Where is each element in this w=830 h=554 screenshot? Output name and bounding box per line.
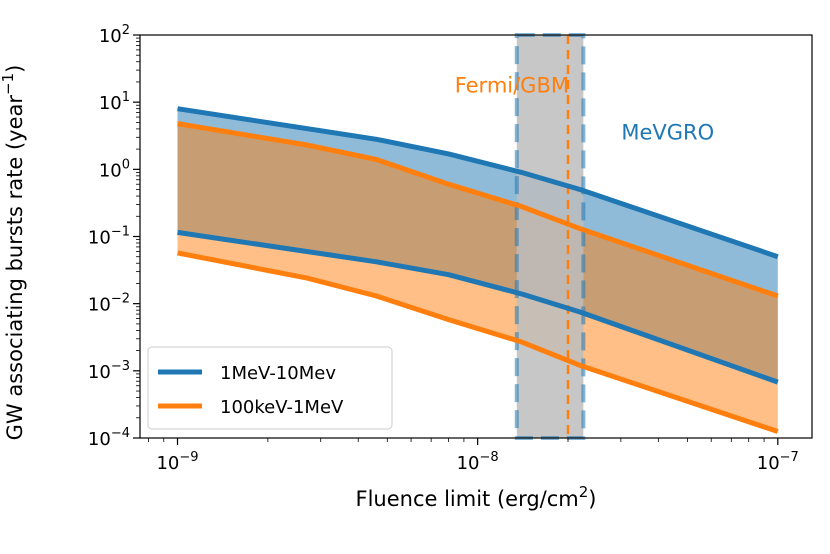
y-tick-label-2: 100	[99, 157, 130, 181]
y-tick-label-5: 10−3	[88, 359, 130, 383]
band-fill	[516, 35, 584, 438]
legend: 1MeV-10Mev 100keV-1MeV	[147, 346, 393, 430]
y-tick-label-1: 101	[99, 90, 130, 114]
series-fill-1	[177, 123, 778, 432]
y-tick-label-4: 10−2	[88, 292, 130, 316]
series-lines	[177, 106, 779, 434]
series-lower-line-0	[177, 229, 779, 385]
legend-box	[147, 346, 393, 430]
y-axis-ticks: 102 101 100 10−1 10−2 10−3 10−4	[88, 23, 140, 450]
y-tick-label-6: 10−4	[88, 426, 130, 450]
series-upper-line-0	[177, 106, 779, 260]
annotations: Fermi/GBM MeVGRO	[455, 73, 714, 144]
series-fills	[177, 108, 778, 432]
x-axis-ticks: 10−9 10−8 10−7	[148, 438, 799, 474]
x-tick-label-0: 10−9	[156, 450, 198, 474]
y-tick-label-0: 102	[99, 23, 130, 47]
x-axis-label: Fluence limit (erg/cm2)	[356, 483, 597, 511]
annotation-0: Fermi/GBM	[455, 73, 569, 97]
x-tick-label-1: 10−8	[457, 450, 499, 474]
y-tick-label-3: 10−1	[88, 225, 130, 249]
legend-label-1: 100keV-1MeV	[220, 397, 344, 418]
x-tick-label-2: 10−7	[757, 450, 799, 474]
legend-label-0: 1MeV-10Mev	[220, 363, 336, 384]
y-axis-label: GW associating bursts rate (year−1)	[0, 65, 27, 441]
instrument-band	[514, 33, 586, 440]
series-lower-line-1	[177, 250, 779, 434]
series-upper-line-1	[177, 121, 779, 299]
annotation-1: MeVGRO	[621, 120, 714, 144]
